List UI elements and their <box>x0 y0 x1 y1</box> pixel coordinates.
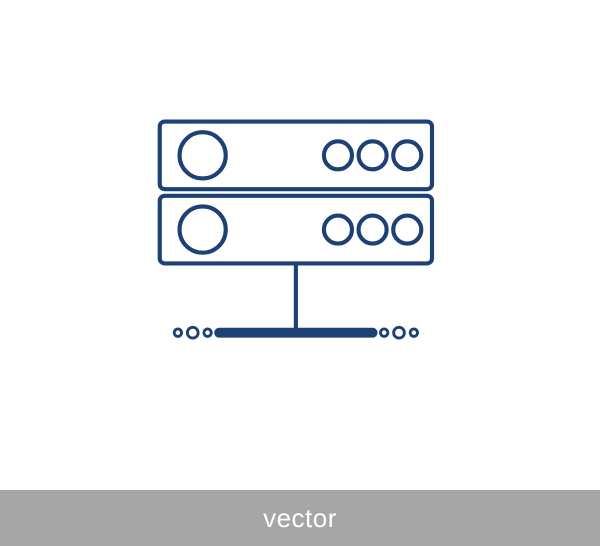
rack-indicator-large <box>180 132 226 178</box>
rack-indicator-small <box>324 141 352 169</box>
rack-indicator-small <box>393 141 421 169</box>
rack-indicator-small <box>359 215 387 243</box>
server-icon <box>135 105 465 386</box>
network-dot <box>380 329 387 336</box>
rack-indicator-small <box>324 215 352 243</box>
footer-bar: vector <box>0 490 600 546</box>
network-dot <box>174 329 181 336</box>
rack-indicator-large <box>180 206 226 252</box>
server-base <box>214 328 377 338</box>
network-dot <box>394 327 405 338</box>
network-dot <box>410 329 417 336</box>
rack-indicator-small <box>359 141 387 169</box>
footer-label: vector <box>263 503 337 534</box>
network-dot <box>204 329 211 336</box>
network-dot <box>187 327 198 338</box>
icon-canvas <box>0 0 600 490</box>
rack-indicator-small <box>393 215 421 243</box>
